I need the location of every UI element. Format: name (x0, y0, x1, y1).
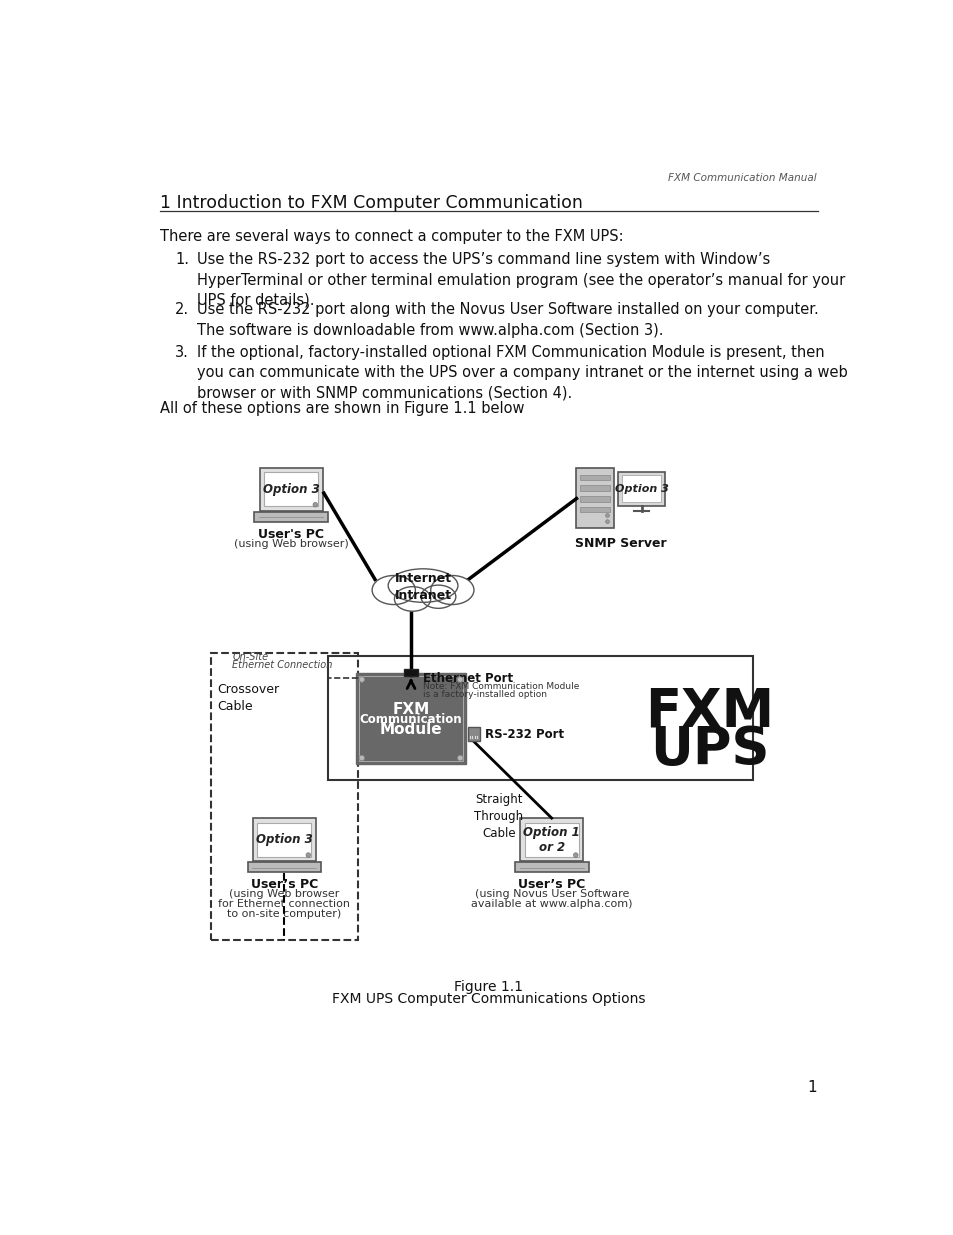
Circle shape (573, 852, 578, 857)
Circle shape (358, 756, 364, 761)
Circle shape (306, 852, 311, 857)
Circle shape (605, 520, 609, 524)
FancyBboxPatch shape (259, 468, 323, 511)
Text: All of these options are shown in Figure 1.1 below: All of these options are shown in Figure… (159, 401, 523, 416)
Text: 2.: 2. (174, 303, 189, 317)
Text: Use the RS-232 port to access the UPS’s command line system with Window’s
HyperT: Use the RS-232 port to access the UPS’s … (196, 252, 844, 308)
Ellipse shape (372, 576, 415, 605)
Ellipse shape (388, 569, 457, 603)
Text: Ethernet Port: Ethernet Port (423, 672, 513, 684)
Text: Crossover
Cable: Crossover Cable (216, 683, 278, 713)
Text: 1: 1 (806, 1079, 816, 1095)
Text: RS-232 Port: RS-232 Port (484, 727, 563, 741)
Text: 3.: 3. (174, 345, 189, 359)
Text: User's PC: User's PC (258, 527, 324, 541)
Text: for Ethernet connection: for Ethernet connection (218, 899, 350, 909)
Text: Figure 1.1: Figure 1.1 (454, 979, 523, 994)
Text: UPS: UPS (649, 724, 769, 776)
Text: Option 3: Option 3 (263, 483, 319, 495)
Text: User’s PC: User’s PC (251, 878, 317, 892)
FancyBboxPatch shape (576, 468, 613, 527)
Text: FXM: FXM (644, 685, 774, 737)
Text: (using Novus User Software: (using Novus User Software (474, 889, 628, 899)
Text: (using Web browser): (using Web browser) (233, 538, 348, 548)
Text: FXM: FXM (392, 701, 429, 718)
FancyBboxPatch shape (579, 496, 609, 501)
Text: FXM UPS Computer Communications Options: FXM UPS Computer Communications Options (332, 992, 645, 1007)
FancyBboxPatch shape (328, 656, 753, 779)
FancyBboxPatch shape (254, 511, 328, 521)
Ellipse shape (430, 576, 474, 605)
FancyBboxPatch shape (253, 818, 315, 861)
Text: There are several ways to connect a computer to the FXM UPS:: There are several ways to connect a comp… (159, 228, 622, 245)
FancyBboxPatch shape (579, 485, 609, 490)
Circle shape (605, 514, 609, 517)
Text: Ethernet Connection: Ethernet Connection (233, 661, 333, 671)
Text: Straight
Through
Cable: Straight Through Cable (474, 793, 523, 841)
Text: to on-site computer): to on-site computer) (227, 909, 341, 919)
Text: Note: FXM Communication Module: Note: FXM Communication Module (423, 682, 579, 690)
Text: If the optional, factory-installed optional FXM Communication Module is present,: If the optional, factory-installed optio… (196, 345, 846, 400)
FancyBboxPatch shape (519, 818, 583, 861)
Text: SNMP Server: SNMP Server (575, 537, 666, 550)
Text: (using Web browser: (using Web browser (229, 889, 339, 899)
FancyBboxPatch shape (515, 862, 588, 872)
FancyBboxPatch shape (579, 474, 609, 480)
FancyBboxPatch shape (621, 475, 660, 503)
FancyBboxPatch shape (264, 472, 318, 506)
Text: 1 Introduction to FXM Computer Communication: 1 Introduction to FXM Computer Communica… (159, 194, 582, 212)
Text: Use the RS-232 port along with the Novus User Software installed on your compute: Use the RS-232 port along with the Novus… (196, 303, 818, 337)
FancyBboxPatch shape (618, 472, 664, 506)
Text: Module: Module (379, 722, 442, 737)
Text: Option 1
or 2: Option 1 or 2 (523, 826, 579, 853)
Text: 1.: 1. (174, 252, 189, 267)
Text: Option 3: Option 3 (614, 484, 668, 494)
Text: Internet
Intranet: Internet Intranet (395, 572, 451, 603)
FancyBboxPatch shape (247, 862, 321, 872)
FancyBboxPatch shape (468, 727, 479, 741)
Ellipse shape (420, 585, 456, 609)
Text: Communication: Communication (359, 713, 462, 726)
FancyBboxPatch shape (257, 823, 311, 857)
Ellipse shape (394, 587, 430, 611)
Circle shape (358, 677, 364, 682)
Circle shape (457, 677, 462, 682)
Text: is a factory-installed option: is a factory-installed option (423, 689, 547, 699)
Text: Option 3: Option 3 (255, 834, 313, 846)
Circle shape (313, 503, 317, 508)
Circle shape (457, 756, 462, 761)
FancyBboxPatch shape (524, 823, 578, 857)
FancyBboxPatch shape (404, 668, 417, 677)
Text: FXM Communication Manual: FXM Communication Manual (667, 173, 816, 183)
Text: On-Site: On-Site (233, 652, 268, 662)
FancyBboxPatch shape (579, 508, 609, 513)
Text: User’s PC: User’s PC (517, 878, 585, 892)
FancyBboxPatch shape (355, 673, 466, 764)
Text: available at www.alpha.com): available at www.alpha.com) (471, 899, 632, 909)
